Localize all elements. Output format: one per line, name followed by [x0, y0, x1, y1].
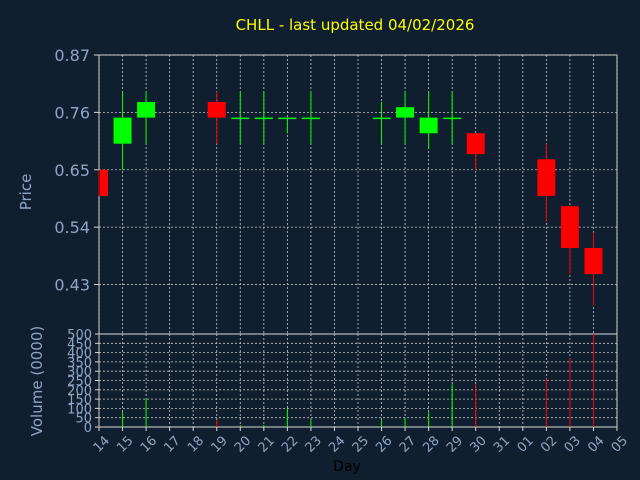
- x-tick-label: 23: [303, 433, 325, 455]
- price-tick-label: 0.43: [54, 276, 90, 295]
- x-axis: 14 15 16 17 18 19 20 21 22 23 24 25 26 27 28 29 30 31 01 02…: [91, 427, 631, 456]
- x-tick-label: 04: [585, 433, 607, 455]
- x-tick-label: 31: [491, 433, 513, 455]
- volume-tick-label: 250: [67, 375, 92, 390]
- x-tick-label: 27: [397, 433, 419, 455]
- candle-body: [372, 117, 391, 120]
- candle-body: [584, 248, 603, 275]
- x-tick-label: 25: [350, 433, 372, 455]
- candle-body: [537, 159, 556, 196]
- volume-tick-label: 500: [67, 328, 92, 343]
- x-tick-label: 28: [420, 433, 442, 455]
- volume-tick-label: 100: [67, 402, 92, 417]
- x-tick-label: 02: [538, 433, 560, 455]
- volume-tick-label: 400: [67, 347, 92, 362]
- x-tick-label: 01: [515, 433, 537, 455]
- candle-body: [560, 206, 579, 249]
- volume-tick-label: 300: [67, 365, 92, 380]
- x-tick-label: 30: [467, 433, 489, 455]
- volume-tick-label: 200: [67, 384, 92, 399]
- candle-body: [207, 101, 226, 118]
- volume-tick-label: 50: [75, 412, 92, 427]
- chart-title: CHLL - last updated 04/02/2026: [236, 16, 475, 34]
- price-tick-label: 0.87: [54, 46, 90, 65]
- candle-body: [301, 117, 320, 120]
- candle-body: [231, 117, 250, 120]
- price-tick-label: 0.65: [54, 161, 90, 180]
- x-tick-label: 18: [185, 433, 207, 455]
- candle-body: [137, 101, 156, 118]
- x-tick-label: 21: [256, 433, 278, 455]
- candle-body: [113, 117, 132, 144]
- x-tick-label: 26: [373, 433, 395, 455]
- candle-body: [419, 117, 438, 134]
- price-tick-label: 0.54: [54, 218, 90, 237]
- x-tick-label: 17: [161, 433, 183, 455]
- candle-body: [443, 117, 462, 120]
- candle-body: [396, 107, 415, 118]
- x-tick-label: 22: [279, 433, 301, 455]
- candle-body: [466, 133, 485, 155]
- x-tick-label: 14: [91, 433, 113, 455]
- x-tick-label: 29: [444, 433, 466, 455]
- x-tick-label: 19: [208, 433, 230, 455]
- candle-body: [254, 117, 273, 120]
- x-tick-label: 20: [232, 433, 254, 455]
- volume-tick-label: 350: [67, 356, 92, 371]
- x-tick-label: 05: [609, 433, 631, 455]
- x-axis-label: Day: [333, 459, 361, 475]
- volume-tick-label: 0: [84, 421, 92, 436]
- price-panel: 0.87 0.76 0.65 0.54 0.43: [54, 46, 618, 335]
- candle-body: [278, 117, 297, 120]
- x-tick-label: 24: [326, 433, 348, 455]
- volume-axis-label: Volume (0000): [28, 326, 46, 436]
- volume-tick-label: 450: [67, 337, 92, 352]
- volume-tick-label: 150: [67, 393, 92, 408]
- x-tick-label: 15: [114, 433, 136, 455]
- candle-body: [100, 169, 108, 196]
- price-tick-label: 0.76: [54, 103, 90, 122]
- price-axis-label: Price: [17, 174, 35, 211]
- x-tick-label: 03: [562, 433, 584, 455]
- x-tick-label: 16: [138, 433, 160, 455]
